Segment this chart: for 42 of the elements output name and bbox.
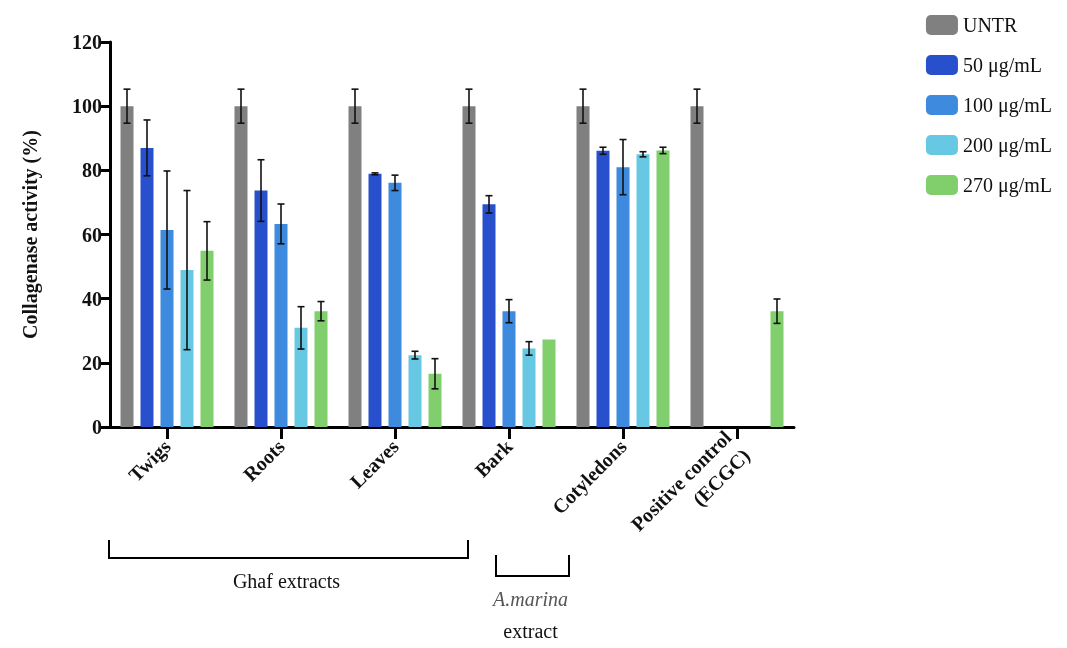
y-tick-label: 20 [82,351,102,374]
y-tick-label: 60 [82,223,102,246]
legend-label: 100 μg/mL [962,94,1053,117]
y-tick-label: 80 [82,159,102,182]
bar [200,250,214,427]
legend-label: 270 μg/mL [962,174,1053,197]
legend-label: 200 μg/mL [962,134,1053,157]
y-tick-label: 0 [92,416,102,438]
legend-label: UNTR [962,14,1019,36]
text: A.marina extract [491,587,569,644]
bar [348,106,362,427]
bar [690,106,704,427]
y-axis-title: Collagenase activity (%) [19,130,42,339]
y-tick-label: 40 [82,287,102,310]
bar [314,311,328,427]
bar [294,327,308,427]
bar [462,106,476,427]
bar [140,147,154,427]
bar [542,339,556,427]
bar [180,270,194,427]
y-tick-label: 100 [72,95,102,118]
legend-label: 50 μg/mL [962,54,1043,77]
bar [120,106,134,427]
bar [274,223,288,427]
bar [522,348,536,427]
bar [482,204,496,427]
bar [596,150,610,427]
bar [428,373,442,427]
bar [408,355,422,427]
bar [368,173,382,427]
bar [254,190,268,427]
text: Ghaf extracts [231,569,342,594]
bar [502,311,516,427]
bar [636,154,650,427]
bar [234,106,248,427]
bar [770,311,784,427]
bar [656,150,670,427]
y-tick-label: 120 [72,31,102,53]
bar [576,106,590,427]
bar [616,167,630,427]
bar [160,230,174,427]
bar [388,182,402,427]
